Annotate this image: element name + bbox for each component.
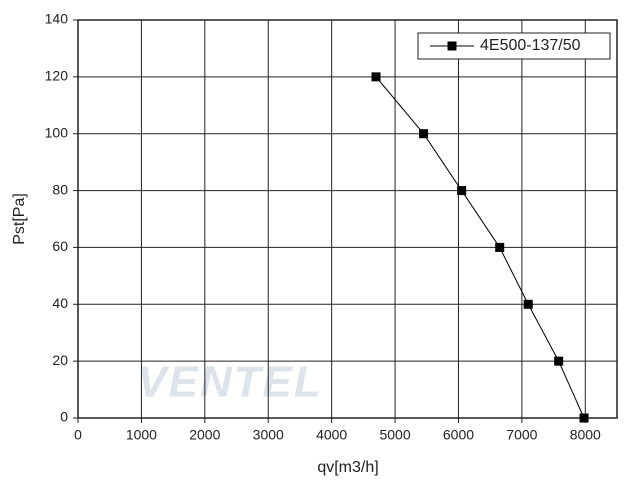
x-tick-label: 8000 [570, 427, 601, 443]
x-tick-label: 0 [74, 427, 82, 443]
legend-marker [447, 41, 457, 51]
x-tick-label: 6000 [443, 427, 474, 443]
y-tick-label: 0 [60, 409, 68, 425]
y-tick-label: 60 [52, 238, 68, 254]
data-point [579, 413, 589, 423]
y-tick-label: 80 [52, 181, 68, 197]
y-tick-label: 140 [45, 11, 69, 27]
x-tick-label: 7000 [506, 427, 537, 443]
data-point [495, 242, 505, 252]
x-tick-label: 3000 [253, 427, 284, 443]
x-tick-label: 1000 [126, 427, 157, 443]
data-point [457, 186, 467, 196]
x-tick-label: 5000 [379, 427, 410, 443]
y-tick-label: 40 [52, 295, 68, 311]
legend-label: 4E500-137/50 [480, 37, 581, 54]
y-tick-label: 100 [45, 124, 69, 140]
y-tick-label: 120 [45, 68, 69, 84]
watermark: VENTEL [137, 358, 323, 407]
x-tick-label: 2000 [189, 427, 220, 443]
data-point [419, 129, 429, 139]
data-point [523, 299, 533, 309]
x-tick-label: 4000 [316, 427, 347, 443]
data-point [371, 72, 381, 82]
data-point [554, 356, 564, 366]
y-tick-label: 20 [52, 352, 68, 368]
y-axis-label: Pst[Pa] [11, 193, 28, 245]
x-axis-label: qv[m3/h] [317, 459, 378, 476]
